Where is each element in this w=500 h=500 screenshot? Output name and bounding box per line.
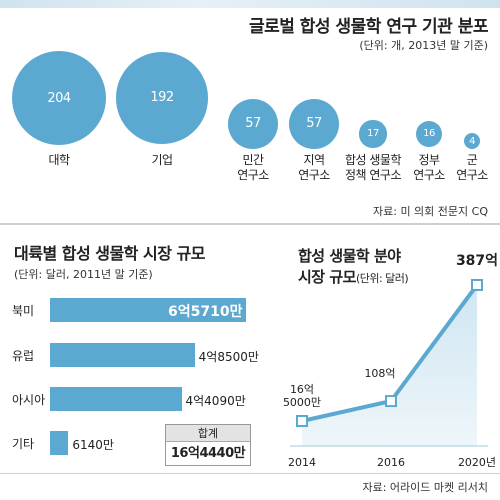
- bar-chart-title: 대륙별 합성 생물학 시장 규모: [14, 244, 205, 263]
- line-chart-x-tick: 2014: [288, 456, 316, 469]
- bubble-6: 4: [464, 133, 480, 149]
- bar: [50, 431, 69, 455]
- bar-value-label: 6억5710만: [168, 304, 243, 320]
- total-box: 합계 16억4440만: [165, 424, 251, 466]
- line-chart-source: 자료: 어라이드 마켓 리서치: [362, 481, 488, 494]
- line-chart-value-label-line: 387억: [456, 253, 498, 269]
- bubble-chart-unit: (단위: 개, 2013년 말 기준): [359, 39, 488, 52]
- bar-category-label: 기타: [12, 437, 35, 451]
- bubble-5: 16: [415, 120, 443, 148]
- bubble-value: 204: [47, 90, 71, 106]
- bubble-3: 57: [289, 99, 339, 149]
- bubble-4: 17: [359, 120, 387, 148]
- bubble-value: 192: [150, 90, 174, 106]
- line-chart-title-line2: 시장 규모: [298, 268, 356, 286]
- bubble-value: 57: [245, 116, 261, 132]
- bubble-value: 17: [367, 128, 379, 140]
- top-decorative-band: [0, 0, 500, 8]
- line-chart-area: [302, 285, 477, 446]
- bubble-0: 204: [12, 51, 106, 145]
- bubble-label: 대학: [48, 153, 70, 167]
- line-chart-point: [385, 395, 397, 408]
- bubble-value: 4: [469, 135, 475, 147]
- bubble-label: 군 연구소: [456, 153, 488, 182]
- bubble-chart-title: 글로벌 합성 생물학 연구 기관 분포: [248, 17, 489, 37]
- bar-value-label: 6140만: [72, 438, 114, 452]
- total-label: 합계: [166, 425, 250, 442]
- line-chart-value-label-line: 5000만: [283, 396, 321, 409]
- bar-category-label: 아시아: [12, 393, 46, 407]
- bubble-value: 16: [423, 128, 435, 140]
- line-chart-point: [471, 279, 483, 291]
- bar-category-label: 북미: [12, 304, 35, 318]
- bubble-label: 지역 연구소: [298, 153, 330, 182]
- bubble-chart: 204 대학 192 기업 57 민간 연구소 57 지역 연구소 17 합성 생물학 정책 연구…: [0, 0, 500, 200]
- line-chart-value-label: 387억: [456, 253, 498, 269]
- line-chart-value-label: 16억 5000만: [283, 383, 321, 409]
- bar: [50, 298, 246, 322]
- bar-chart-unit: (단위: 달러, 2011년 말 기준): [14, 268, 153, 281]
- bar: [50, 387, 182, 411]
- bar-value-label: 4억8500만: [198, 350, 259, 364]
- bubble-label: 정부 연구소: [413, 153, 445, 182]
- bubble-1: 192: [116, 52, 208, 144]
- line-chart-value-label-line: 108억: [364, 367, 395, 380]
- line-chart-value-label: 108억: [364, 367, 395, 380]
- bubble-label: 기업: [151, 153, 173, 167]
- line-chart-point: [296, 415, 308, 427]
- bubble-label: 민간 연구소: [237, 153, 269, 182]
- section-divider: [0, 223, 500, 225]
- line-chart-unit: (단위: 달러): [355, 272, 409, 285]
- line-chart-title-line1: 합성 생물학 분야: [298, 247, 401, 265]
- bubble-label: 합성 생물학 정책 연구소: [344, 153, 402, 182]
- bar-value-label: 4억4090만: [185, 394, 246, 408]
- bubble-value: 57: [306, 116, 322, 132]
- line-chart-value-label-line: 16억: [290, 383, 314, 396]
- bar-category-label: 유럽: [12, 349, 35, 363]
- bubble-chart-source: 자료: 미 의회 전문지 CQ: [373, 205, 488, 218]
- bottom-divider: [0, 473, 500, 474]
- bubble-2: 57: [228, 99, 278, 149]
- line-chart-x-tick: 2016: [377, 456, 405, 469]
- bar: [50, 343, 195, 367]
- total-value: 16억4440만: [170, 446, 246, 461]
- line-chart-title: 합성 생물학 분야 시장 규모(단위: 달러): [298, 246, 409, 289]
- line-chart-x-tick: 2020년: [458, 456, 496, 469]
